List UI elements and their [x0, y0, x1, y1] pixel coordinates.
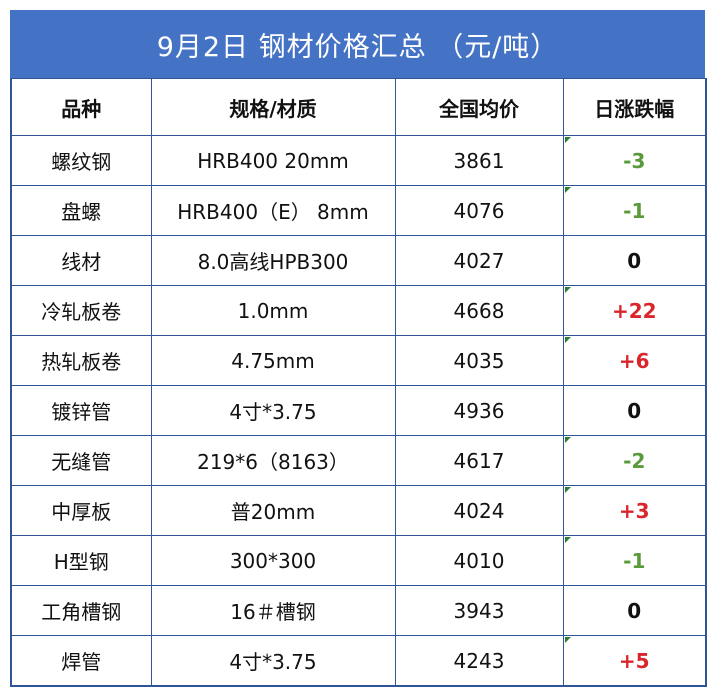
- table-row: 镀锌管 4寸*3.75 4936 0: [10, 385, 707, 436]
- cell-change: +3: [562, 485, 707, 536]
- change-value: +5: [618, 648, 650, 673]
- cell-change: 0: [562, 585, 707, 636]
- cell-variety: 无缝管: [10, 435, 152, 486]
- change-value: 0: [627, 248, 642, 273]
- header-price: 全国均价: [394, 78, 564, 136]
- cell-price: 4035: [394, 335, 564, 386]
- cell-change: +6: [562, 335, 707, 386]
- cell-spec: 8.0高线HPB300: [150, 235, 396, 286]
- cell-spec: HRB400（E） 8mm: [150, 185, 396, 236]
- corner-flag-icon: [564, 287, 571, 293]
- corner-flag-icon: [564, 637, 571, 643]
- page-title: 9月2日 钢材价格汇总 （元/吨）: [10, 10, 705, 78]
- price-summary-card: 9月2日 钢材价格汇总 （元/吨） 品种 规格/材质 全国均价 日涨跌幅 螺纹钢…: [10, 10, 707, 687]
- change-value: -2: [623, 448, 646, 473]
- cell-variety: 冷轧板卷: [10, 285, 152, 336]
- cell-spec: 4.75mm: [150, 335, 396, 386]
- cell-change: +5: [562, 635, 707, 687]
- corner-flag-icon: [564, 487, 571, 493]
- corner-flag-icon: [564, 337, 571, 343]
- table-row: 焊管 4寸*3.75 4243 +5: [10, 635, 707, 687]
- cell-change: +22: [562, 285, 707, 336]
- cell-variety: 盘螺: [10, 185, 152, 236]
- corner-flag-icon: [564, 537, 571, 543]
- corner-flag-icon: [564, 187, 571, 193]
- cell-variety: 螺纹钢: [10, 135, 152, 186]
- cell-change: 0: [562, 235, 707, 286]
- cell-price: 4076: [394, 185, 564, 236]
- change-value: -1: [623, 548, 646, 573]
- table-row: 中厚板 普20mm 4024 +3: [10, 485, 707, 536]
- cell-price: 4668: [394, 285, 564, 336]
- cell-spec: HRB400 20mm: [150, 135, 396, 186]
- corner-flag-icon: [564, 437, 571, 443]
- cell-change: -2: [562, 435, 707, 486]
- change-value: -3: [623, 148, 646, 173]
- cell-change: -3: [562, 135, 707, 186]
- change-value: -1: [623, 198, 646, 223]
- table-row: 热轧板卷 4.75mm 4035 +6: [10, 335, 707, 386]
- cell-price: 4936: [394, 385, 564, 436]
- table-row: 无缝管 219*6（8163） 4617 -2: [10, 435, 707, 486]
- table-row: H型钢 300*300 4010 -1: [10, 535, 707, 586]
- change-value: 0: [627, 598, 642, 623]
- cell-variety: 工角槽钢: [10, 585, 152, 636]
- cell-price: 4243: [394, 635, 564, 687]
- table-row: 线材 8.0高线HPB300 4027 0: [10, 235, 707, 286]
- cell-price: 4024: [394, 485, 564, 536]
- cell-change: -1: [562, 535, 707, 586]
- cell-spec: 4寸*3.75: [150, 385, 396, 436]
- table-row: 螺纹钢 HRB400 20mm 3861 -3: [10, 135, 707, 186]
- cell-variety: 焊管: [10, 635, 152, 687]
- table-header: 品种 规格/材质 全国均价 日涨跌幅: [10, 78, 707, 136]
- cell-price: 3861: [394, 135, 564, 186]
- corner-flag-icon: [564, 137, 571, 143]
- price-table: 品种 规格/材质 全国均价 日涨跌幅 螺纹钢 HRB400 20mm 3861 -3 盘…: [10, 78, 707, 687]
- cell-price: 4617: [394, 435, 564, 486]
- cell-spec: 16＃槽钢: [150, 585, 396, 636]
- header-spec: 规格/材质: [150, 78, 396, 136]
- header-variety: 品种: [10, 78, 152, 136]
- cell-variety: H型钢: [10, 535, 152, 586]
- change-value: +3: [618, 498, 650, 523]
- table-row: 工角槽钢 16＃槽钢 3943 0: [10, 585, 707, 636]
- cell-spec: 300*300: [150, 535, 396, 586]
- cell-spec: 普20mm: [150, 485, 396, 536]
- cell-spec: 4寸*3.75: [150, 635, 396, 687]
- cell-change: 0: [562, 385, 707, 436]
- cell-change: -1: [562, 185, 707, 236]
- change-value: 0: [627, 398, 642, 423]
- cell-price: 3943: [394, 585, 564, 636]
- cell-spec: 1.0mm: [150, 285, 396, 336]
- table-row: 冷轧板卷 1.0mm 4668 +22: [10, 285, 707, 336]
- cell-price: 4010: [394, 535, 564, 586]
- change-value: +22: [611, 298, 657, 323]
- table-row: 盘螺 HRB400（E） 8mm 4076 -1: [10, 185, 707, 236]
- cell-variety: 热轧板卷: [10, 335, 152, 386]
- cell-price: 4027: [394, 235, 564, 286]
- header-change: 日涨跌幅: [562, 78, 707, 136]
- cell-variety: 中厚板: [10, 485, 152, 536]
- table-body: 螺纹钢 HRB400 20mm 3861 -3 盘螺 HRB400（E） 8mm 4076 -…: [10, 135, 707, 687]
- change-value: +6: [618, 348, 650, 373]
- cell-spec: 219*6（8163）: [150, 435, 396, 486]
- cell-variety: 线材: [10, 235, 152, 286]
- cell-variety: 镀锌管: [10, 385, 152, 436]
